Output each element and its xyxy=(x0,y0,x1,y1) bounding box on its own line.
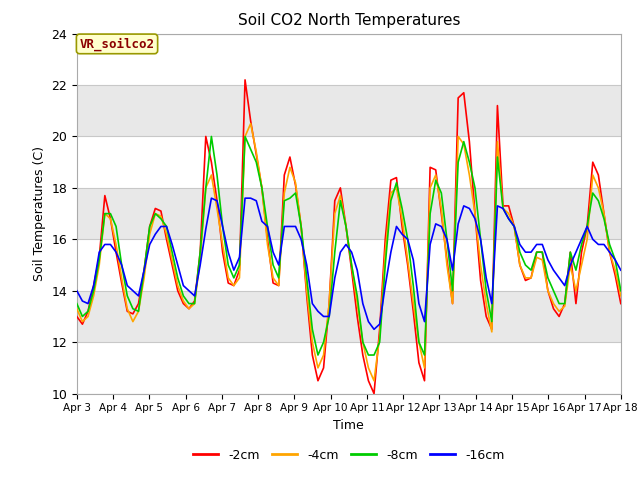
-2cm xyxy=(107,216,115,222)
-8cm xyxy=(314,352,322,358)
Legend: -2cm, -4cm, -8cm, -16cm: -2cm, -4cm, -8cm, -16cm xyxy=(188,444,509,467)
Bar xyxy=(77,188,621,240)
-16cm xyxy=(387,249,395,255)
-4cm xyxy=(499,205,507,211)
-16cm xyxy=(207,195,215,201)
-2cm xyxy=(337,185,344,191)
-8cm xyxy=(342,224,350,229)
-2cm xyxy=(73,313,81,319)
-16cm xyxy=(499,205,507,211)
-8cm xyxy=(73,300,81,306)
-2cm xyxy=(499,203,507,209)
Bar xyxy=(77,291,621,342)
Bar xyxy=(77,240,621,291)
-8cm xyxy=(118,262,125,268)
Line: -2cm: -2cm xyxy=(77,80,621,394)
-8cm xyxy=(207,133,215,139)
Line: -16cm: -16cm xyxy=(77,198,621,329)
-2cm xyxy=(370,391,378,396)
-2cm xyxy=(387,177,395,183)
-16cm xyxy=(107,241,115,247)
-4cm xyxy=(118,275,125,281)
Line: -8cm: -8cm xyxy=(77,136,621,355)
-16cm xyxy=(426,241,434,247)
-8cm xyxy=(499,205,507,211)
Bar xyxy=(77,34,621,85)
-4cm xyxy=(107,216,115,222)
-16cm xyxy=(370,326,378,332)
-4cm xyxy=(370,378,378,384)
-8cm xyxy=(107,211,115,216)
Bar xyxy=(77,136,621,188)
Y-axis label: Soil Temperatures (C): Soil Temperatures (C) xyxy=(33,146,45,281)
-2cm xyxy=(241,77,249,83)
-4cm xyxy=(73,306,81,312)
-16cm xyxy=(118,262,125,268)
-16cm xyxy=(337,249,344,255)
-8cm xyxy=(426,211,434,216)
-2cm xyxy=(118,280,125,286)
Bar xyxy=(77,342,621,394)
-2cm xyxy=(617,300,625,306)
X-axis label: Time: Time xyxy=(333,419,364,432)
-8cm xyxy=(617,288,625,294)
-2cm xyxy=(426,165,434,170)
-16cm xyxy=(617,267,625,273)
-4cm xyxy=(337,193,344,199)
-4cm xyxy=(387,190,395,196)
-4cm xyxy=(617,293,625,299)
Line: -4cm: -4cm xyxy=(77,123,621,381)
-8cm xyxy=(387,198,395,204)
-4cm xyxy=(247,120,255,126)
Text: VR_soilco2: VR_soilco2 xyxy=(79,37,154,50)
Title: Soil CO2 North Temperatures: Soil CO2 North Temperatures xyxy=(237,13,460,28)
-4cm xyxy=(426,185,434,191)
Bar xyxy=(77,85,621,136)
-16cm xyxy=(73,288,81,294)
